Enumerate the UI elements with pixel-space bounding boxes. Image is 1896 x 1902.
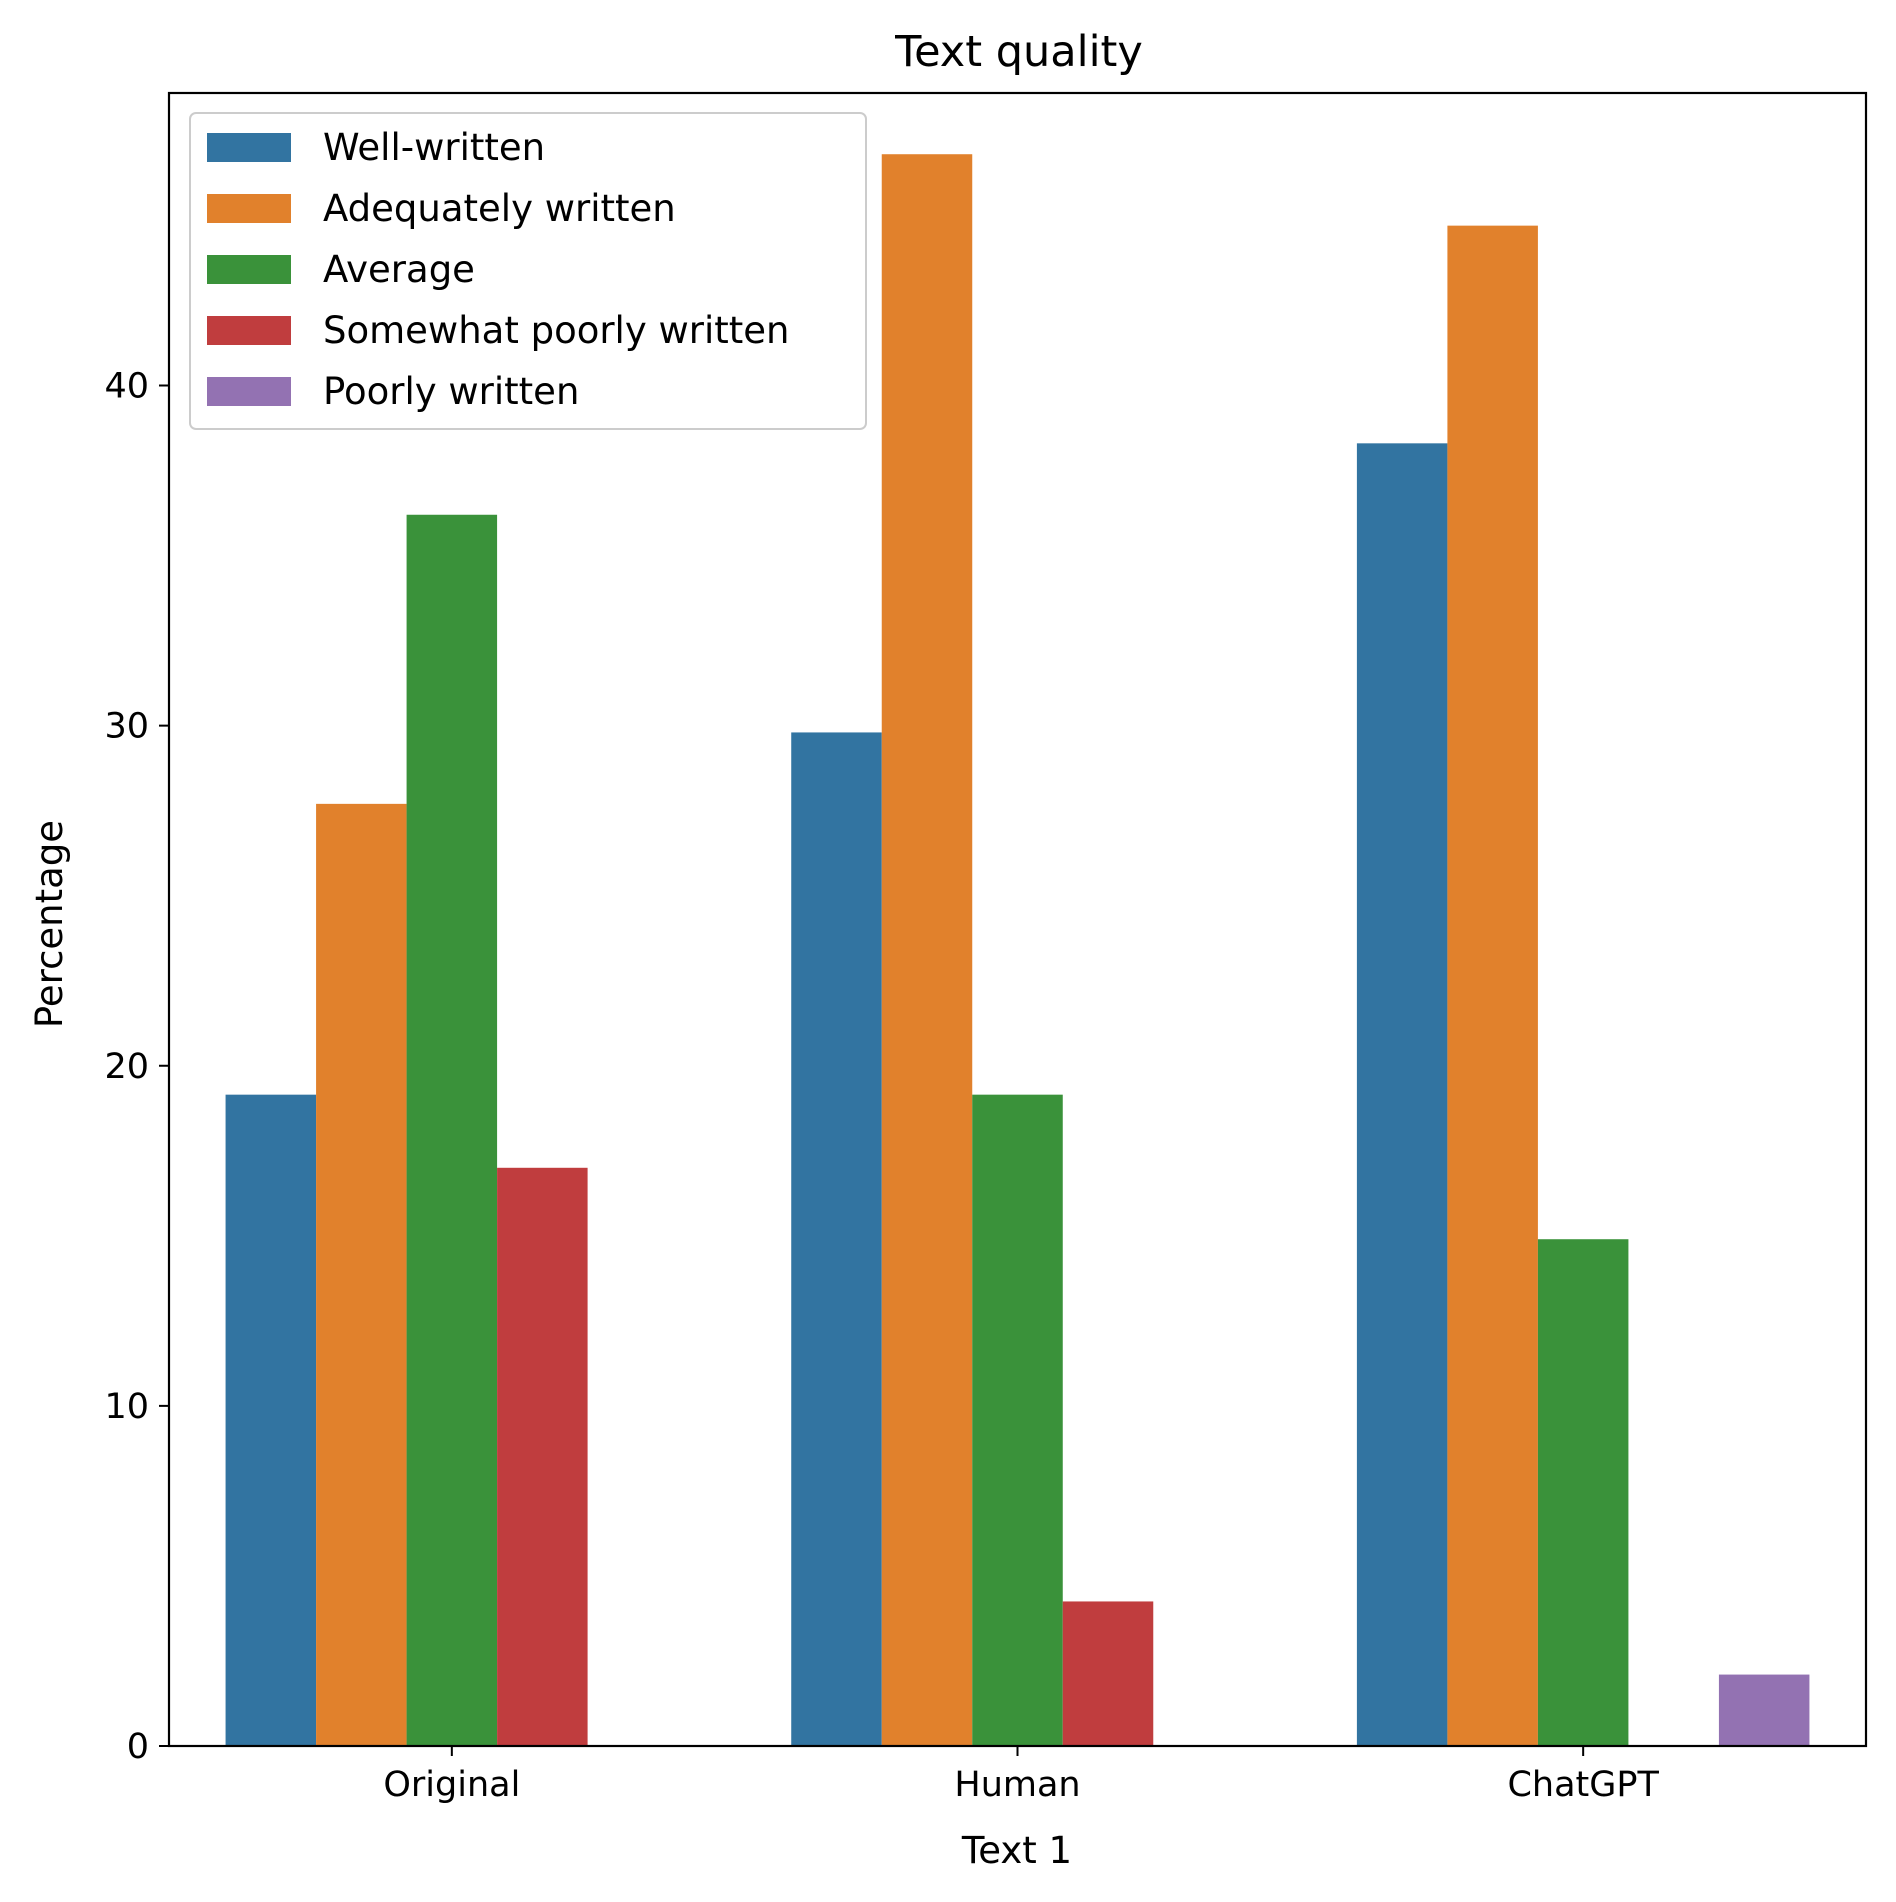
bar-human-adequately-written — [881, 154, 973, 1747]
bar-original-adequately-written — [316, 803, 407, 1746]
bar-original-average — [406, 514, 498, 1746]
y-tick-label: 0 — [127, 1727, 149, 1767]
y-tick-label: 20 — [104, 1047, 149, 1087]
legend-box — [189, 112, 867, 430]
y-tick-label: 10 — [104, 1387, 149, 1427]
bar-human-well-written — [791, 732, 882, 1746]
bar-human-somewhat-poorly-written — [1062, 1601, 1154, 1746]
bars-group — [225, 154, 1810, 1747]
legend-swatch — [207, 377, 291, 406]
legend-label: Average — [323, 248, 475, 291]
legend: Well-written Adequately written Average Som… — [189, 112, 867, 430]
bar-original-somewhat-poorly-written — [497, 1167, 588, 1746]
bar-chatgpt-poorly-written — [1718, 1674, 1810, 1746]
legend-label: Adequately written — [323, 187, 676, 230]
legend-swatch — [207, 133, 291, 162]
legend-label: Somewhat poorly written — [323, 309, 789, 352]
chart-title: Text quality — [894, 27, 1143, 77]
x-axis-label: Text 1 — [961, 1829, 1072, 1872]
x-axis: Original Human ChatGPT — [383, 1746, 1659, 1805]
y-tick-label: 40 — [104, 367, 149, 407]
bar-chatgpt-average — [1537, 1239, 1629, 1746]
x-tick-label: Human — [954, 1765, 1080, 1805]
x-tick-label: Original — [383, 1765, 520, 1805]
legend-swatch — [207, 194, 291, 223]
legend-label: Well-written — [323, 126, 545, 169]
x-tick-label: ChatGPT — [1507, 1765, 1659, 1805]
y-tick-label: 30 — [104, 707, 149, 747]
y-axis-label: Percentage — [28, 820, 71, 1028]
legend-swatch — [207, 255, 291, 284]
legend-label: Poorly written — [323, 370, 579, 413]
y-axis: 0 10 20 30 40 — [104, 367, 169, 1767]
bar-chatgpt-adequately-written — [1447, 225, 1538, 1746]
bar-chatgpt-well-written — [1356, 443, 1448, 1746]
bar-human-average — [972, 1094, 1063, 1746]
bar-original-well-written — [225, 1094, 317, 1746]
legend-swatch — [207, 316, 291, 345]
